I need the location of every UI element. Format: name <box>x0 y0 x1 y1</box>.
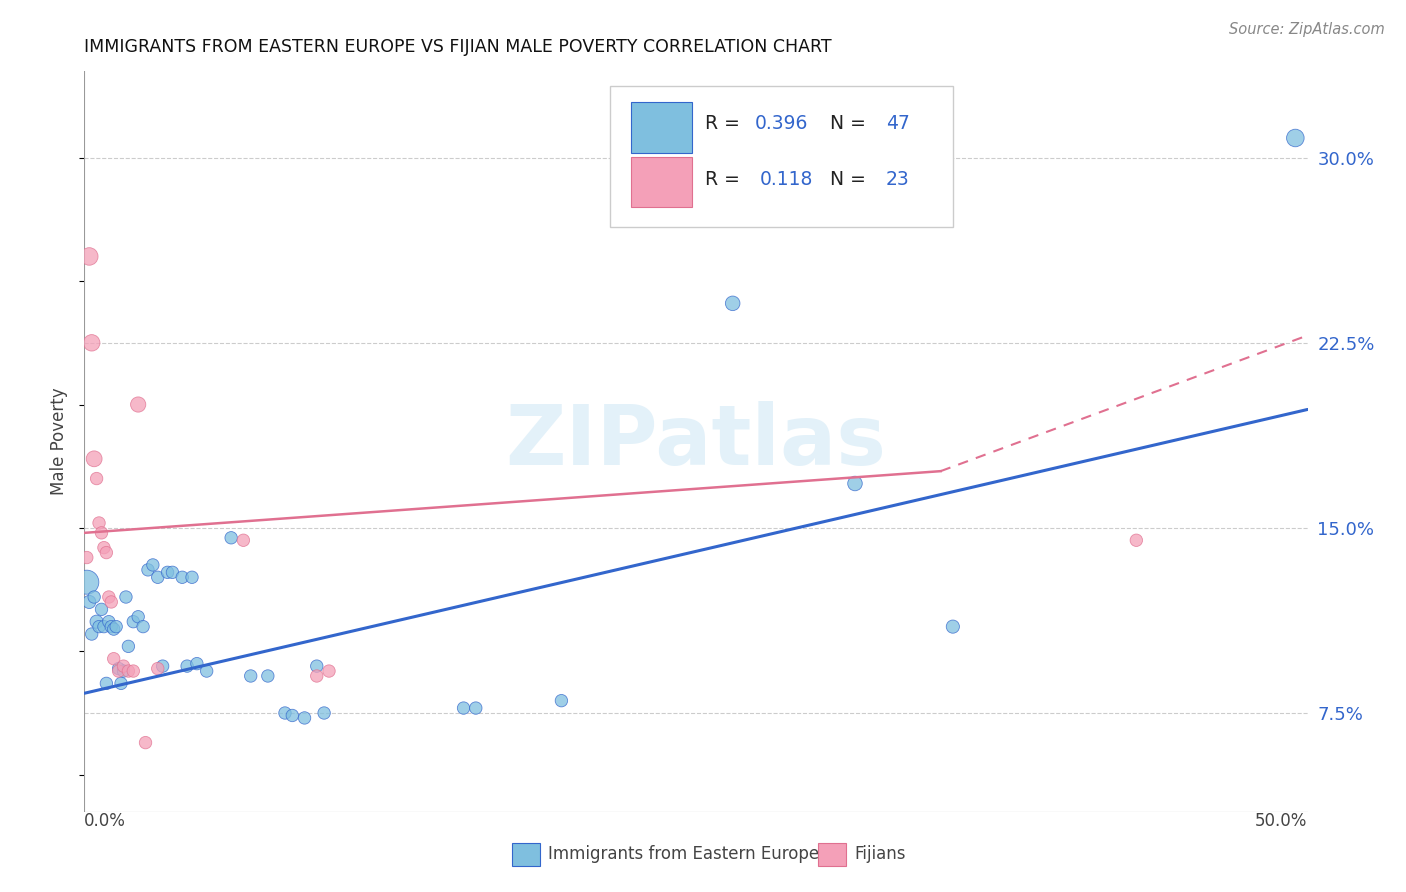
Point <box>96 546 118 560</box>
Point <box>76 550 98 565</box>
Point <box>1125 533 1147 548</box>
Point <box>274 706 297 720</box>
Point <box>239 669 262 683</box>
Point <box>97 615 120 629</box>
Point <box>136 563 159 577</box>
Text: 50.0%: 50.0% <box>1256 812 1308 830</box>
Point <box>195 664 218 678</box>
Point <box>96 676 118 690</box>
Point <box>80 627 103 641</box>
Point <box>146 662 169 676</box>
Text: ZIPatlas: ZIPatlas <box>506 401 886 482</box>
Text: N =: N = <box>818 170 872 189</box>
Text: Fijians: Fijians <box>855 845 907 863</box>
Point <box>87 516 110 530</box>
Point <box>146 570 169 584</box>
Point <box>103 651 125 665</box>
Text: N =: N = <box>818 113 872 133</box>
Point <box>93 541 115 555</box>
Point <box>314 706 336 720</box>
Point <box>844 476 866 491</box>
Y-axis label: Male Poverty: Male Poverty <box>51 388 69 495</box>
Point <box>83 590 105 604</box>
Point <box>100 620 122 634</box>
Point <box>107 662 129 676</box>
Text: 0.118: 0.118 <box>759 170 813 189</box>
FancyBboxPatch shape <box>631 103 692 153</box>
Point <box>142 558 165 572</box>
Point <box>305 659 328 673</box>
Text: R =: R = <box>704 113 745 133</box>
Point <box>122 664 145 678</box>
Point <box>464 701 486 715</box>
Point <box>77 595 100 609</box>
Point <box>181 570 204 584</box>
Point <box>162 566 184 580</box>
Point <box>107 664 129 678</box>
Point <box>90 525 112 540</box>
Point <box>132 620 155 634</box>
Point <box>83 451 105 466</box>
Text: IMMIGRANTS FROM EASTERN EUROPE VS FIJIAN MALE POVERTY CORRELATION CHART: IMMIGRANTS FROM EASTERN EUROPE VS FIJIAN… <box>84 38 832 56</box>
Point <box>453 701 475 715</box>
Point <box>186 657 208 671</box>
Text: 47: 47 <box>886 113 910 133</box>
Point <box>97 590 120 604</box>
Point <box>76 575 98 590</box>
Point <box>156 566 179 580</box>
Text: Immigrants from Eastern Europe: Immigrants from Eastern Europe <box>548 845 820 863</box>
Point <box>176 659 198 673</box>
Text: Source: ZipAtlas.com: Source: ZipAtlas.com <box>1229 22 1385 37</box>
Point <box>294 711 316 725</box>
Point <box>86 472 108 486</box>
Point <box>93 620 115 634</box>
Point <box>100 595 122 609</box>
FancyBboxPatch shape <box>631 156 692 207</box>
Point <box>550 694 572 708</box>
Point <box>257 669 280 683</box>
Point <box>721 296 744 310</box>
Point <box>105 620 128 634</box>
Point <box>117 640 139 654</box>
Point <box>281 708 304 723</box>
Point <box>86 615 108 629</box>
Text: 0.0%: 0.0% <box>84 812 127 830</box>
Point <box>115 590 138 604</box>
Point <box>122 615 145 629</box>
Point <box>219 531 242 545</box>
Text: 23: 23 <box>886 170 910 189</box>
Point <box>90 602 112 616</box>
Point <box>232 533 254 548</box>
FancyBboxPatch shape <box>610 87 953 227</box>
Point <box>112 659 135 673</box>
Point <box>87 620 110 634</box>
Point <box>77 250 100 264</box>
Point <box>110 676 132 690</box>
Point <box>318 664 340 678</box>
Point <box>112 664 135 678</box>
Point <box>127 398 149 412</box>
Point <box>80 335 103 350</box>
Point <box>152 659 174 673</box>
Point <box>117 664 139 678</box>
Text: R =: R = <box>704 170 751 189</box>
Point <box>103 622 125 636</box>
Point <box>305 669 328 683</box>
Text: 0.396: 0.396 <box>755 113 808 133</box>
Point <box>1284 131 1306 145</box>
Point <box>172 570 194 584</box>
Point <box>127 609 149 624</box>
Point <box>135 736 157 750</box>
Point <box>942 620 965 634</box>
